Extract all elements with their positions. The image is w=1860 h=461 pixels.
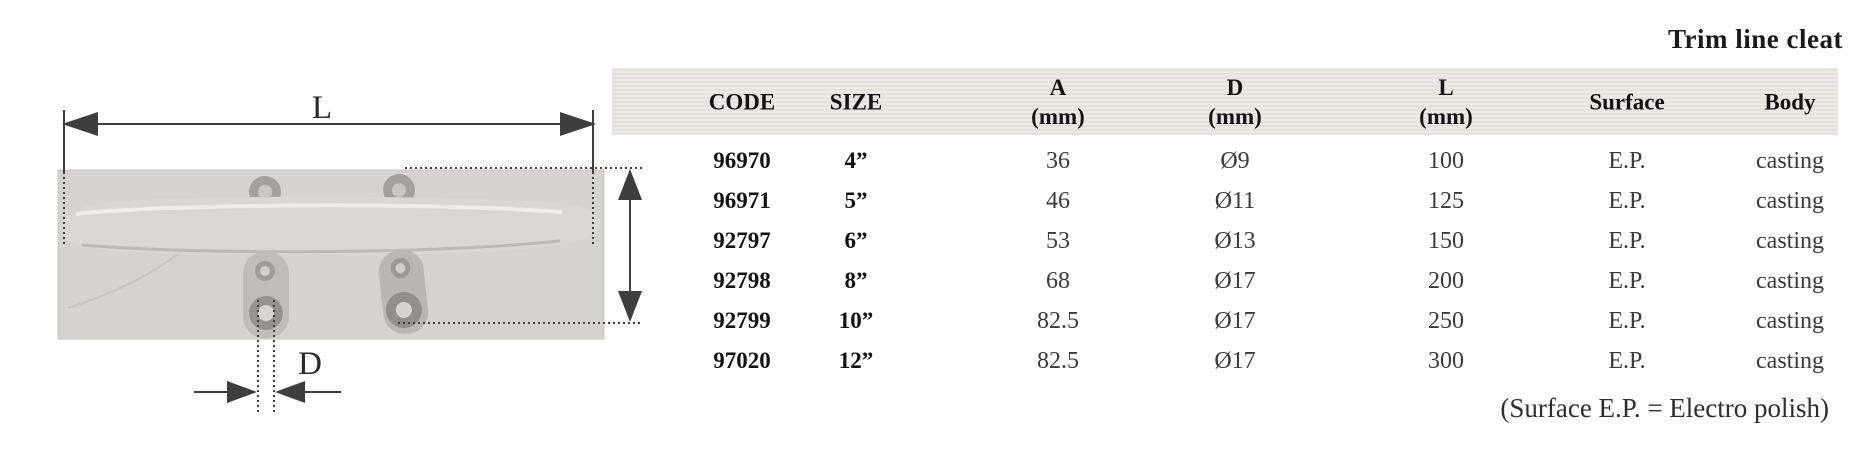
page-title: Trim line cleat [1668, 24, 1843, 54]
table-row: 92798 8” 68 Ø17 200 E.P. casting [612, 261, 1838, 301]
column-header-a: A (mm) [1031, 73, 1085, 131]
table-row: 97020 12” 82.5 Ø17 300 E.P. casting [612, 341, 1838, 381]
cell-l: 125 [1428, 188, 1464, 214]
cell-size: 12” [838, 348, 874, 373]
cell-code: 96971 [713, 188, 771, 213]
cell-a: 82.5 [1037, 308, 1079, 334]
cell-surface: E.P. [1608, 188, 1646, 214]
cell-code: 92799 [713, 308, 771, 333]
cell-a: 53 [1046, 228, 1070, 254]
column-header-label: SIZE [829, 89, 883, 114]
cell-surface: E.P. [1608, 268, 1646, 294]
column-header-unit: (mm) [1208, 103, 1262, 129]
cleat-leg-right [378, 249, 429, 334]
column-header-code: CODE [709, 87, 775, 116]
column-header-label: A [1049, 74, 1067, 100]
cell-a: 68 [1046, 268, 1070, 294]
column-header-label: D [1226, 74, 1244, 100]
cell-size: 5” [844, 188, 868, 213]
cell-l: 150 [1428, 228, 1464, 254]
cell-body: casting [1756, 268, 1824, 294]
cell-d: Ø11 [1214, 188, 1256, 214]
column-header-unit: (mm) [1031, 103, 1085, 129]
cell-surface: E.P. [1608, 228, 1646, 254]
cell-d: Ø17 [1214, 268, 1256, 294]
cell-code: 97020 [713, 348, 771, 373]
dimension-label-D: D [298, 346, 322, 382]
table-row: 92799 10” 82.5 Ø17 250 E.P. casting [612, 301, 1838, 341]
table-row: 96970 4” 36 Ø9 100 E.P. casting [612, 141, 1838, 181]
arrowhead-down-icon [618, 291, 642, 322]
column-header-size: SIZE [830, 87, 882, 116]
cleat-leg-left [243, 252, 289, 338]
cell-d: Ø17 [1214, 348, 1256, 374]
table-body: 96970 4” 36 Ø9 100 E.P. casting 96971 5” 46 Ø11 125… [612, 0, 1838, 461]
cell-surface: E.P. [1608, 308, 1646, 334]
cleat-photo [57, 169, 605, 340]
cell-body: casting [1756, 148, 1824, 174]
cell-body: casting [1756, 308, 1824, 334]
cell-size: 8” [844, 268, 868, 293]
column-header-l: L (mm) [1419, 73, 1473, 131]
cell-l: 250 [1428, 308, 1464, 334]
cell-a: 82.5 [1037, 348, 1079, 374]
arrowhead-in-left-icon [275, 381, 305, 403]
cell-body: casting [1756, 188, 1824, 214]
table-row: 92797 6” 53 Ø13 150 E.P. casting [612, 221, 1838, 261]
column-header-d: D (mm) [1208, 73, 1262, 131]
cell-l: 300 [1428, 348, 1464, 374]
table-header: CODE SIZE A (mm) D (mm) L (mm) Surface Body [612, 68, 1838, 135]
cleat-diagram: L D [57, 90, 643, 414]
column-header-surface: Surface [1589, 87, 1664, 116]
arrowhead-up-icon [618, 169, 642, 200]
column-header-body: Body [1764, 87, 1815, 116]
cell-a: 46 [1046, 188, 1070, 214]
cell-a: 36 [1046, 148, 1070, 174]
arrowhead-left-icon [62, 112, 98, 136]
dimension-label-L: L [312, 90, 332, 126]
dimension-diameter [194, 300, 341, 414]
cell-size: 4” [844, 148, 868, 173]
table-row: 96971 5” 46 Ø11 125 E.P. casting [612, 181, 1838, 221]
cell-code: 92798 [713, 268, 771, 293]
column-header-label: CODE [708, 89, 776, 114]
cell-code: 92797 [713, 228, 771, 253]
cell-body: casting [1756, 348, 1824, 374]
cell-size: 10” [838, 308, 874, 333]
column-header-label: L [1438, 74, 1454, 100]
cell-l: 100 [1428, 148, 1464, 174]
cell-d: Ø9 [1220, 148, 1250, 174]
cell-body: casting [1756, 228, 1824, 254]
dimension-length [62, 110, 596, 246]
arrowhead-right-icon [560, 112, 596, 136]
cleat-horn-bar [62, 196, 600, 257]
cell-surface: E.P. [1608, 348, 1646, 374]
surface-footnote: (Surface E.P. = Electro polish) [1500, 393, 1829, 423]
cell-d: Ø13 [1214, 228, 1256, 254]
cell-d: Ø17 [1214, 308, 1256, 334]
column-header-unit: (mm) [1419, 103, 1473, 129]
cell-surface: E.P. [1608, 148, 1646, 174]
dimension-height [398, 167, 643, 324]
column-header-label: Body [1764, 89, 1816, 114]
cell-l: 200 [1428, 268, 1464, 294]
cell-code: 96970 [713, 148, 771, 173]
column-header-label: Surface [1589, 89, 1665, 114]
cell-size: 6” [844, 228, 868, 253]
arrowhead-in-right-icon [227, 381, 257, 403]
